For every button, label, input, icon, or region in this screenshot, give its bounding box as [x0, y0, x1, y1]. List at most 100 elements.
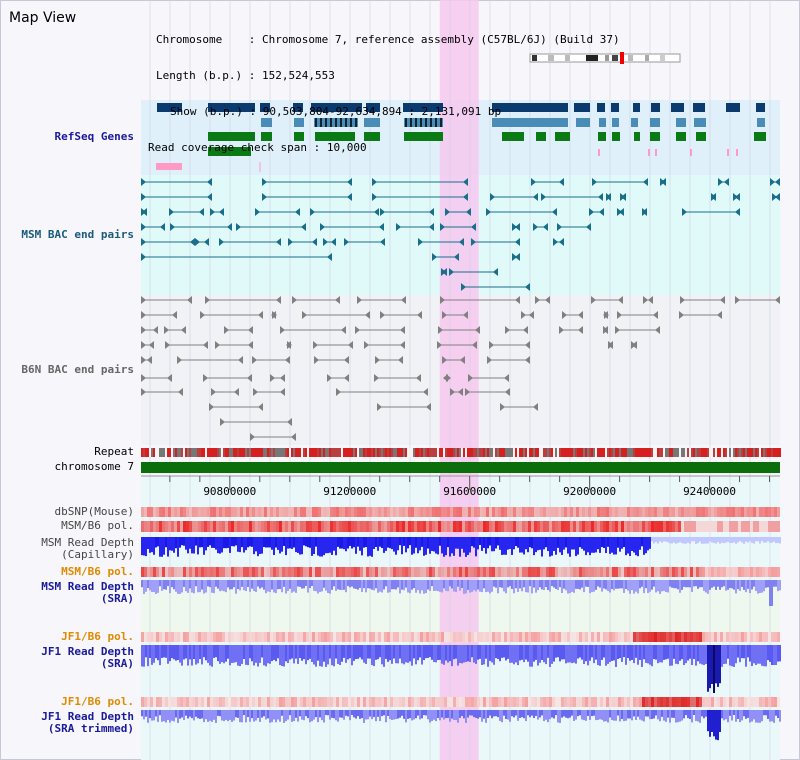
- track-label-refseq[interactable]: RefSeq Genes: [54, 130, 134, 143]
- dbsnp-heat-cell: [330, 507, 333, 517]
- jf1-depth-sra-bar: [589, 645, 591, 661]
- msm-depth-sra-bar: [527, 580, 529, 593]
- jf1-depth-sra-bar: [577, 645, 579, 659]
- jf1-depth-sra-bar: [473, 645, 475, 663]
- msm-bac-pair-end: [323, 238, 328, 246]
- msm-pol2-heat-cell: [594, 567, 597, 577]
- jf1-depth-sra-bar: [595, 645, 597, 660]
- repeat-element: [679, 448, 681, 457]
- dbsnp-heat-cell: [261, 507, 264, 517]
- msm-depth-sra-bar: [455, 580, 457, 593]
- msm-bac-pair-end: [379, 223, 384, 231]
- jf1-pol-heat-cell: [312, 632, 315, 642]
- jf1-depth-trimmed-bar: [351, 710, 353, 716]
- jf1-pol2-heat-cell: [231, 697, 234, 707]
- msm-depth-sra-bar: [611, 580, 613, 590]
- jf1-depth-trimmed-bar: [327, 710, 329, 716]
- msm-depth-capillary-bar: [763, 537, 765, 543]
- msm-depth-sra-bar: [317, 580, 319, 594]
- jf1-depth-trimmed-bar: [505, 710, 507, 719]
- jf1-depth-sra-bar: [277, 645, 279, 659]
- msm-depth-sra-bar: [581, 580, 583, 588]
- b6n-bac-pair-end: [521, 311, 526, 319]
- msm-pol2-heat-cell: [264, 567, 267, 577]
- msm-depth-sra-bar: [767, 580, 769, 588]
- jf1-depth-trimmed-bar: [561, 710, 563, 718]
- msm-depth-capillary-bar: [661, 537, 663, 543]
- repeat-element: [155, 448, 157, 457]
- msm-bac-pair-end: [372, 193, 377, 201]
- msm-pol-heat-cell: [222, 521, 225, 532]
- dbsnp-heat-cell: [456, 507, 459, 517]
- repeat-element: [459, 448, 461, 457]
- jf1-pol2-heat-cell: [636, 697, 639, 707]
- msm-bac-pair-end: [512, 223, 517, 231]
- jf1-pol2-heat-cell: [306, 697, 309, 707]
- jf1-depth-sra-bar: [445, 645, 447, 661]
- msm-depth-sra-bar: [277, 580, 279, 590]
- msm-pol2-heat-cell: [735, 567, 738, 577]
- jf1-depth-trimmed-bar: [299, 710, 301, 717]
- jf1-pol-heat-cell: [690, 632, 693, 642]
- dbsnp-heat-cell: [255, 507, 258, 517]
- msm-pol-heat-cell: [156, 521, 159, 532]
- msm-pol-heat-cell: [234, 521, 237, 532]
- jf1-depth-trimmed-bar: [153, 710, 155, 721]
- b6n-bac-pair-end: [248, 326, 253, 334]
- msm-pol2-heat-cell: [603, 567, 606, 577]
- track-label-b6n-bac[interactable]: B6N BAC end pairs: [21, 363, 134, 376]
- msm-pol-heat-cell: [645, 521, 648, 532]
- jf1-depth-trimmed-bar: [749, 710, 751, 723]
- msm-depth-capillary-bar: [647, 537, 649, 551]
- jf1-depth-trimmed-bar: [337, 710, 339, 722]
- jf1-pol2-heat-cell: [585, 697, 588, 707]
- jf1-depth-trimmed-bar: [635, 710, 637, 720]
- jf1-pol2-heat-cell: [627, 697, 630, 707]
- jf1-pol2-heat-cell: [243, 697, 246, 707]
- jf1-depth-trimmed-bar: [171, 710, 173, 721]
- jf1-depth-trimmed-bar: [651, 710, 653, 719]
- msm-pol2-heat-cell: [180, 567, 183, 577]
- repeat-element: [701, 448, 703, 457]
- msm-depth-capillary-bar: [665, 537, 667, 542]
- track-label-msm-bac[interactable]: MSM BAC end pairs: [21, 228, 134, 241]
- dbsnp-heat-cell: [564, 507, 567, 517]
- jf1-depth-sra-bar: [777, 645, 779, 662]
- msm-pol-heat-cell: [309, 521, 312, 532]
- msm-depth-capillary-bar: [231, 537, 233, 547]
- jf1-pol2-heat-cell: [564, 697, 567, 707]
- msm-depth-sra-bar: [171, 580, 173, 588]
- msm-depth-capillary-bar: [167, 537, 169, 557]
- msm-pol2-heat-cell: [396, 567, 399, 577]
- msm-depth-sra-bar: [775, 580, 777, 587]
- msm-depth-sra-bar: [469, 580, 471, 593]
- dbsnp-heat-cell: [549, 507, 552, 517]
- repeat-element: [527, 448, 529, 457]
- b6n-bac-pair-end: [364, 341, 369, 349]
- repeat-element: [373, 448, 375, 457]
- msm-pol-heat-cell: [768, 521, 771, 532]
- msm-depth-capillary-bar: [363, 537, 365, 548]
- repeat-element: [225, 448, 227, 457]
- msm-depth-capillary-bar: [727, 537, 729, 542]
- repeat-element: [211, 448, 213, 457]
- msm-depth-capillary-bar: [195, 537, 197, 546]
- jf1-depth-trimmed-bar: [639, 710, 641, 720]
- dbsnp-heat-cell: [276, 507, 279, 517]
- repeat-element: [579, 448, 581, 457]
- msm-pol2-heat-cell: [714, 567, 717, 577]
- dbsnp-heat-cell: [225, 507, 228, 517]
- repeat-element: [365, 448, 367, 457]
- msm-depth-capillary-bar: [539, 537, 541, 550]
- jf1-depth-trimmed-bar: [453, 710, 455, 720]
- jf1-pol-heat-cell: [564, 632, 567, 642]
- msm-pol-heat-cell: [714, 521, 717, 532]
- dbsnp-heat-cell: [483, 507, 486, 517]
- msm-depth-sra-bar: [265, 580, 267, 594]
- jf1-depth-trimmed-bar: [255, 710, 257, 721]
- jf1-pol2-heat-cell: [570, 697, 573, 707]
- jf1-pol-heat-cell: [198, 632, 201, 642]
- jf1-depth-sra-bar: [247, 645, 249, 666]
- repeat-element: [729, 448, 731, 457]
